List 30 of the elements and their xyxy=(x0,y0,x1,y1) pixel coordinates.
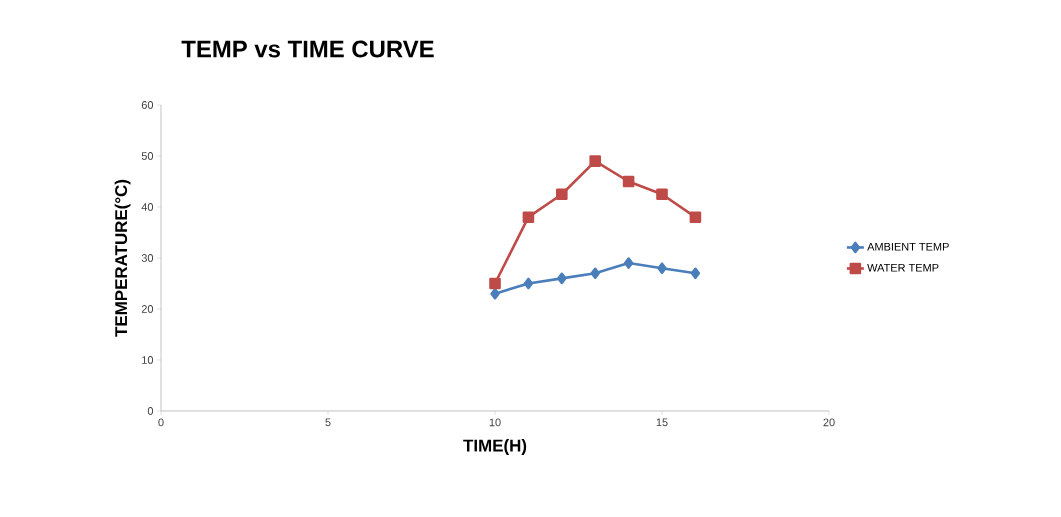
point xyxy=(622,175,635,188)
point xyxy=(690,267,701,280)
x-tick-label: 0 xyxy=(158,418,164,427)
x-tick-label: 10 xyxy=(489,418,501,427)
legend-label: WATER TEMP xyxy=(867,263,939,272)
point xyxy=(556,188,568,201)
chart-title: TEMP vs TIME CURVE xyxy=(181,40,434,58)
point xyxy=(623,257,634,269)
y-tick-label: 50 xyxy=(141,152,154,160)
point xyxy=(522,211,535,223)
point xyxy=(590,267,600,280)
point xyxy=(489,277,501,290)
point xyxy=(657,262,667,274)
y-axis-title: TEMPERATURE(°C) xyxy=(114,179,131,337)
y-tick-label: 40 xyxy=(141,203,154,211)
y-tick-label: 0 xyxy=(147,407,154,415)
y-tick-label: 60 xyxy=(141,101,154,109)
point xyxy=(589,155,602,167)
point xyxy=(656,188,668,201)
x-tick-label: 20 xyxy=(823,418,835,427)
y-tick-label: 20 xyxy=(141,305,154,313)
y-tick-label: 30 xyxy=(141,254,154,262)
y-tick-label: 10 xyxy=(142,356,154,364)
point xyxy=(689,211,702,223)
point xyxy=(557,272,567,285)
x-tick-label: 15 xyxy=(656,418,668,427)
legend-label: AMBIENT TEMP xyxy=(867,242,949,251)
x-axis-title: TIME(H) xyxy=(463,439,527,455)
x-tick-label: 5 xyxy=(325,418,331,427)
point xyxy=(523,277,534,290)
